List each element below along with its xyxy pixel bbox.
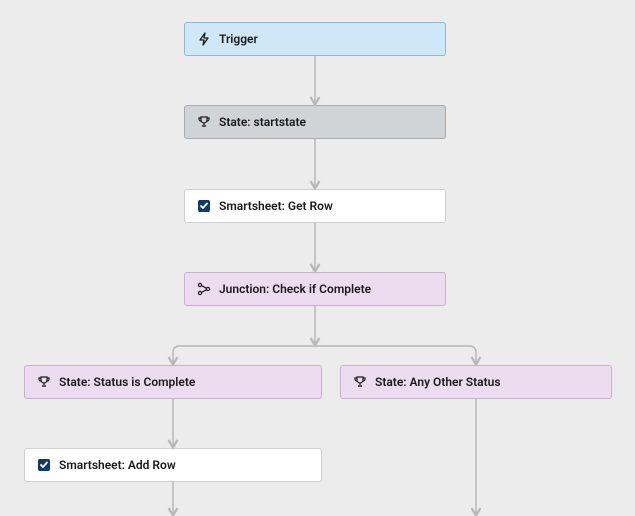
flow-node-n2[interactable]: State: startstate (184, 105, 446, 139)
flow-edge (468, 399, 484, 516)
flow-node-n1[interactable]: Trigger (184, 22, 446, 56)
flow-node-label: State: startstate (219, 115, 306, 129)
check-icon (37, 458, 51, 472)
flow-node-n4[interactable]: Junction: Check if Complete (184, 272, 446, 306)
flow-edge (307, 223, 323, 272)
flow-edge (307, 56, 323, 105)
flow-node-label: State: Any Other Status (375, 375, 501, 389)
goal-icon (37, 375, 51, 389)
flow-node-label: Trigger (219, 32, 258, 46)
check-icon (197, 199, 211, 213)
bolt-icon (197, 32, 211, 46)
flow-node-label: State: Status is Complete (59, 375, 195, 389)
goal-icon (353, 375, 367, 389)
flowchart-canvas: Trigger State: startstate Smartsheet: Ge… (0, 0, 635, 516)
flow-node-label: Smartsheet: Get Row (219, 199, 333, 213)
flow-node-n6[interactable]: State: Any Other Status (340, 365, 612, 399)
flow-edge-split (163, 306, 486, 365)
flow-node-n7[interactable]: Smartsheet: Add Row (24, 448, 322, 482)
flow-edge (307, 139, 323, 189)
flow-node-label: Smartsheet: Add Row (59, 458, 176, 472)
flow-node-label: Junction: Check if Complete (219, 282, 371, 296)
split-icon (197, 282, 211, 296)
flow-node-n5[interactable]: State: Status is Complete (24, 365, 322, 399)
flow-edge (165, 399, 181, 448)
goal-icon (197, 115, 211, 129)
flow-edge (165, 482, 181, 516)
flow-node-n3[interactable]: Smartsheet: Get Row (184, 189, 446, 223)
